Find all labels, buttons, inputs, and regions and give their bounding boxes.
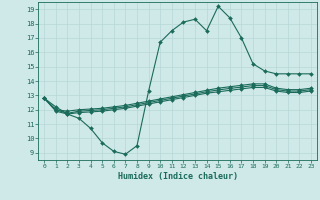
X-axis label: Humidex (Indice chaleur): Humidex (Indice chaleur) [118, 172, 238, 181]
